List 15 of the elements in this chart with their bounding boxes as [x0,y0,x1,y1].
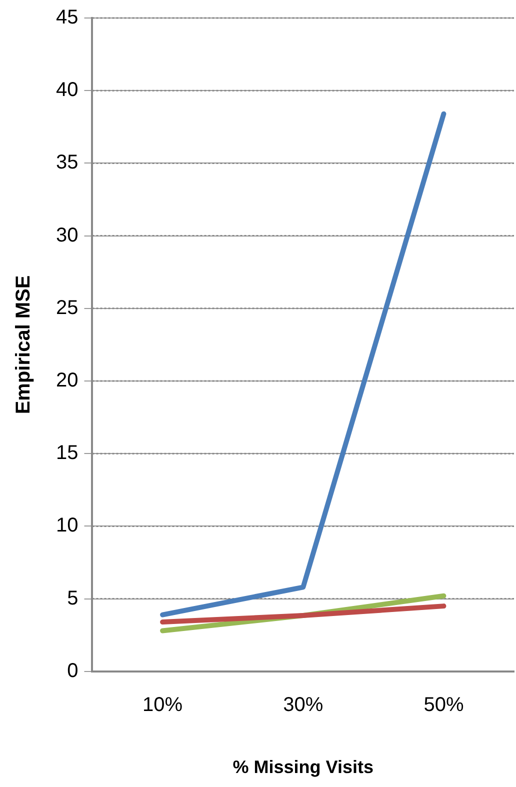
x-tick-label: 10% [142,694,183,716]
y-tick-label: 0 [67,660,78,682]
y-tick-label: 10 [56,514,78,537]
y-tick-label: 20 [56,370,78,392]
y-axis-title: Empirical MSE [12,275,35,414]
x-tick-label: 30% [283,694,324,716]
y-tick-label: 30 [56,224,78,246]
y-tick-label: 15 [56,442,78,464]
x-tick-label: 50% [424,694,464,716]
y-tick-label: 5 [67,587,78,610]
y-tick-label: 40 [56,79,78,102]
y-tick-label: 35 [56,152,78,174]
y-tick-label: 25 [56,296,78,319]
y-tick-label: 45 [56,6,78,29]
x-axis-title: % Missing Visits [232,757,374,778]
